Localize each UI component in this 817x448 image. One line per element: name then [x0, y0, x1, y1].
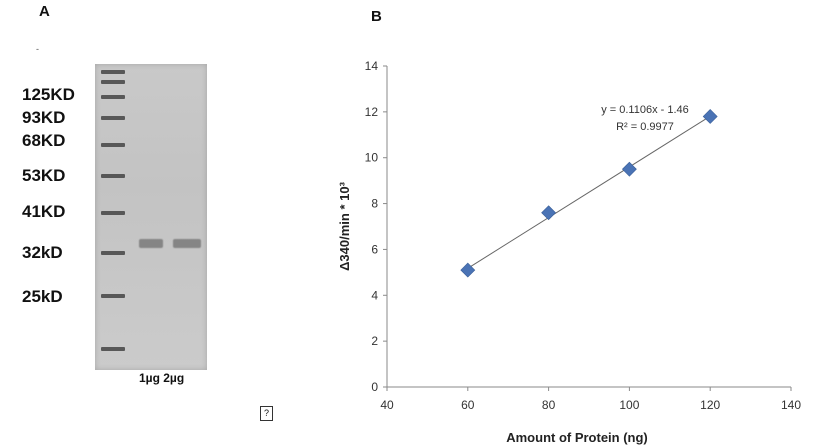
x-tick-label: 140: [781, 398, 801, 412]
marker-label: 68KD: [22, 131, 66, 150]
ladder-band: [101, 347, 125, 351]
trendline-equation: y = 0.1106x - 1.46: [601, 104, 689, 116]
y-tick-label: 12: [365, 105, 379, 119]
chart-trendline-group: [467, 115, 711, 269]
ladder-band: [101, 143, 125, 147]
x-tick-label: 40: [380, 398, 394, 412]
sample-band-2ug: [173, 239, 201, 248]
chart-ticks: 0 2 4 6 8 10 12 14 40 60 80 100 120 140: [365, 59, 802, 412]
chart-labels: y = 0.1106x - 1.46 R² = 0.9977 Amount of P…: [337, 104, 689, 445]
gel-panel: - 125KD 93KD 68KD 53KD 41KD 32kD 25kD 1µ…: [0, 0, 300, 448]
y-axis-title: Δ340/min * 10³: [337, 181, 352, 271]
panel-b-letter: B: [371, 8, 382, 25]
marker-label: 25kD: [22, 287, 63, 306]
r-squared-label: R² = 0.9977: [616, 121, 674, 133]
x-tick-label: 80: [542, 398, 556, 412]
y-tick-label: 14: [365, 59, 379, 73]
marker-label: 125KD: [22, 85, 75, 104]
data-point: [702, 109, 718, 124]
sample-band-1ug: [139, 239, 163, 248]
chart-points: [460, 109, 718, 278]
panel-a-letter: A: [39, 3, 50, 20]
y-tick-label: 8: [371, 197, 378, 211]
ladder-band: [101, 70, 125, 74]
ladder-band: [101, 80, 125, 84]
marker-label: 53KD: [22, 166, 66, 185]
y-tick-label: 4: [371, 288, 378, 302]
x-tick-label: 100: [619, 398, 639, 412]
y-tick-label: 0: [371, 380, 378, 394]
x-tick-label: 60: [461, 398, 475, 412]
ladder-band: [101, 174, 125, 178]
trendline: [467, 115, 711, 269]
marker-label: 41KD: [22, 202, 66, 221]
data-point: [460, 262, 476, 278]
lane-labels: 1µg 2µg: [139, 371, 185, 385]
standard-curve-chart: 0 2 4 6 8 10 12 14 40 60 80 100 120 140 y = 0.1106x -…: [337, 59, 802, 445]
gel-top-mark: -: [36, 44, 39, 54]
x-tick-label: 120: [700, 398, 720, 412]
ladder-band: [101, 116, 125, 120]
y-tick-label: 6: [371, 242, 378, 256]
y-tick-label: 2: [371, 334, 378, 348]
data-point: [541, 205, 557, 221]
y-tick-label: 10: [365, 151, 379, 165]
marker-label: 93KD: [22, 108, 66, 127]
marker-label: 32kD: [22, 243, 63, 262]
ladder-band: [101, 251, 125, 255]
sds-page-gel-image: [95, 64, 207, 370]
ladder-band: [101, 211, 125, 215]
ladder-band: [101, 294, 125, 298]
chart-axes: [386, 66, 791, 388]
ladder-band: [101, 95, 125, 99]
data-point: [621, 161, 637, 177]
missing-glyph-box: ?: [260, 406, 273, 421]
x-axis-title: Amount of Protein (ng): [506, 430, 648, 445]
